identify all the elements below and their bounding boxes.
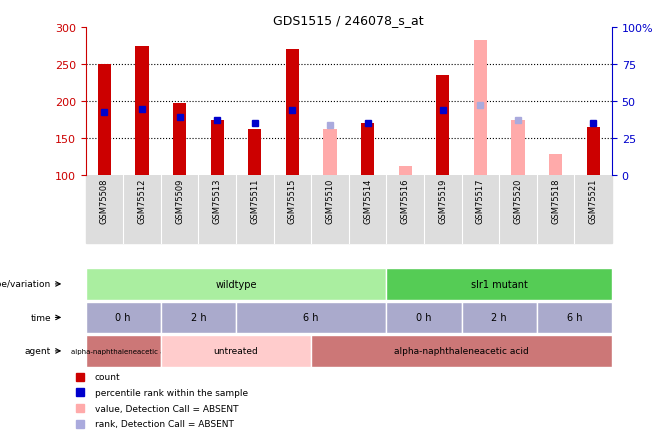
Bar [511,120,524,176]
Text: alpha-naphthaleneacetic acid: alpha-naphthaleneacetic acid [394,347,529,355]
Text: 6 h: 6 h [567,313,582,322]
Text: agent: agent [25,347,51,355]
Text: 2 h: 2 h [191,313,206,322]
Bar [136,46,149,176]
Text: wildtype: wildtype [215,279,257,289]
Text: rank, Detection Call = ABSENT: rank, Detection Call = ABSENT [95,420,234,428]
Text: 6 h: 6 h [303,313,319,322]
Bar [286,50,299,176]
Bar [98,65,111,176]
Text: count: count [95,372,120,381]
Text: 0 h: 0 h [417,313,432,322]
Text: 2 h: 2 h [492,313,507,322]
Bar [323,129,336,176]
Text: alpha-naphthaleneacetic acid: alpha-naphthaleneacetic acid [71,348,175,354]
Bar [436,76,449,176]
Text: percentile rank within the sample: percentile rank within the sample [95,388,247,397]
Title: GDS1515 / 246078_s_at: GDS1515 / 246078_s_at [274,14,424,27]
Text: time: time [30,313,51,322]
Text: untreated: untreated [214,347,259,355]
Bar [211,120,224,176]
Bar [474,41,487,176]
Bar [549,155,562,176]
Text: value, Detection Call = ABSENT: value, Detection Call = ABSENT [95,404,238,413]
Bar [399,166,412,176]
Text: genotype/variation: genotype/variation [0,280,51,289]
Bar [586,128,599,176]
Bar [361,124,374,176]
Text: 0 h: 0 h [115,313,131,322]
Text: slr1 mutant: slr1 mutant [470,279,528,289]
Bar [248,129,261,176]
Bar [173,104,186,176]
